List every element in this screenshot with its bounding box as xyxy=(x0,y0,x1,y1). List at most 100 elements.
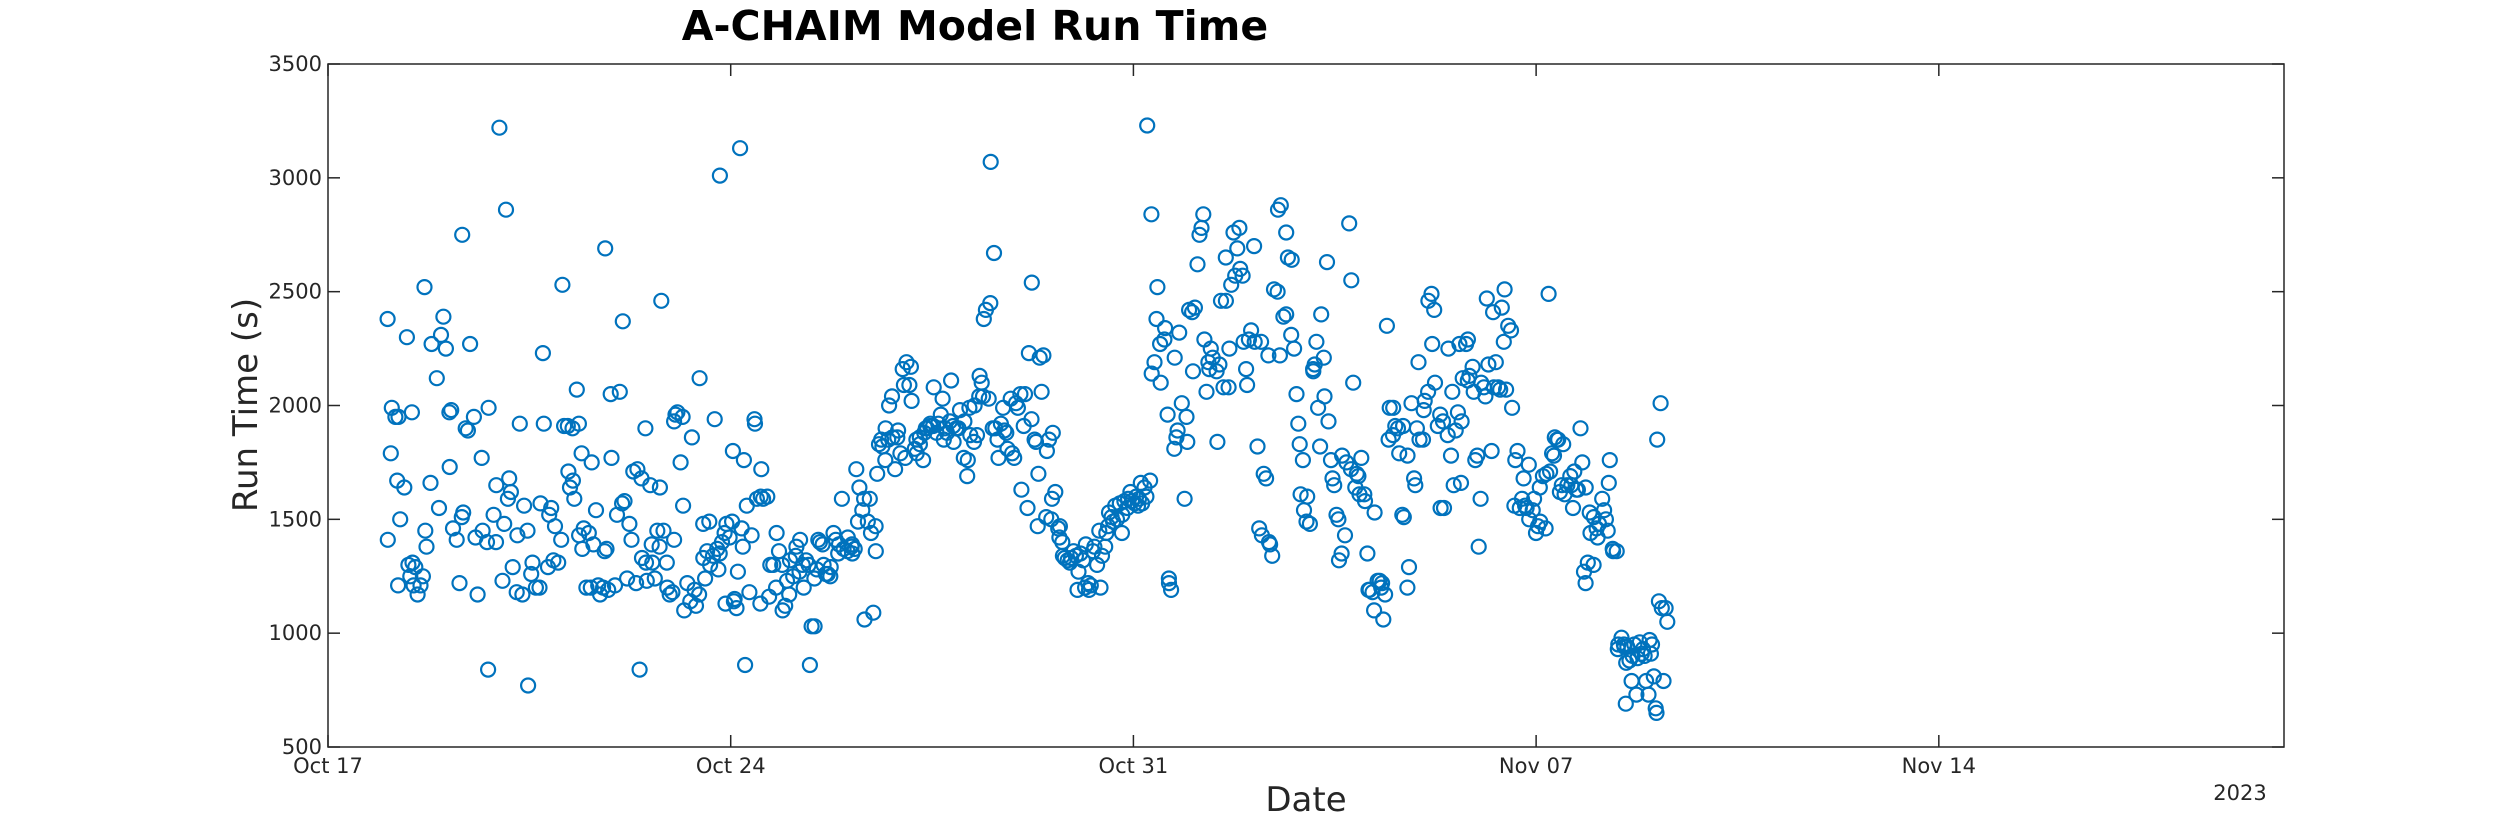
data-point xyxy=(613,495,631,512)
data-point xyxy=(496,515,513,533)
data-point xyxy=(1659,613,1676,630)
data-point xyxy=(1564,499,1582,517)
data-point xyxy=(480,661,497,678)
data-point xyxy=(672,454,689,471)
data-point xyxy=(511,415,528,432)
data-point xyxy=(403,404,420,421)
data-point xyxy=(1301,515,1319,533)
data-point xyxy=(859,513,876,530)
data-point xyxy=(1186,299,1204,316)
data-point xyxy=(633,549,651,567)
data-point xyxy=(1487,354,1504,371)
data-point xyxy=(1023,411,1040,428)
data-point xyxy=(1553,477,1570,494)
data-point xyxy=(1541,463,1559,480)
data-point xyxy=(706,411,723,428)
data-point xyxy=(669,404,686,421)
data-point xyxy=(629,461,646,478)
data-point xyxy=(642,477,659,494)
data-point xyxy=(643,536,660,553)
data-point xyxy=(736,656,754,674)
data-point xyxy=(587,502,605,519)
data-point xyxy=(478,533,496,551)
data-point xyxy=(716,524,733,542)
data-point xyxy=(488,477,505,494)
x-tick-label: Oct 31 xyxy=(1099,754,1169,778)
data-point xyxy=(1426,374,1444,391)
data-point xyxy=(1353,449,1370,466)
data-point xyxy=(611,383,628,400)
data-point xyxy=(1156,331,1173,348)
data-point xyxy=(1269,283,1286,300)
data-point xyxy=(1470,538,1487,555)
data-point xyxy=(1423,285,1440,302)
data-point xyxy=(465,408,482,425)
data-point xyxy=(869,465,886,482)
data-point xyxy=(1399,447,1416,464)
data-point xyxy=(1375,611,1392,628)
data-point xyxy=(1442,447,1460,464)
data-point xyxy=(1555,436,1572,453)
data-point xyxy=(441,458,458,476)
data-point xyxy=(867,518,884,535)
data-point xyxy=(774,556,791,574)
data-point xyxy=(996,422,1013,439)
data-point xyxy=(959,452,976,469)
data-point xyxy=(667,406,684,423)
data-point xyxy=(1033,383,1050,400)
y-tick-label: 1500 xyxy=(269,507,322,531)
data-point xyxy=(691,370,708,387)
data-point xyxy=(1159,406,1176,423)
data-point xyxy=(1035,347,1052,364)
data-point xyxy=(1288,386,1305,403)
data-point xyxy=(1359,545,1376,562)
data-point xyxy=(1132,474,1149,491)
data-point xyxy=(1285,340,1303,357)
data-point xyxy=(752,488,769,505)
data-point xyxy=(664,584,681,601)
data-point xyxy=(753,461,770,478)
data-point xyxy=(1215,379,1232,396)
data-point xyxy=(1044,424,1061,441)
data-point xyxy=(710,561,727,578)
data-point xyxy=(469,586,486,603)
data-point xyxy=(734,538,751,555)
data-point xyxy=(1385,399,1402,416)
data-point xyxy=(1424,335,1441,353)
data-point xyxy=(1162,581,1180,599)
data-point xyxy=(1217,292,1235,309)
data-point xyxy=(1202,340,1219,357)
data-point xyxy=(1376,586,1394,603)
data-point xyxy=(1294,452,1312,469)
data-point xyxy=(686,581,703,599)
data-point xyxy=(1139,117,1156,134)
data-point xyxy=(534,345,552,362)
data-point xyxy=(980,390,997,407)
data-point xyxy=(1108,511,1126,528)
data-point xyxy=(1242,322,1260,339)
data-point xyxy=(1146,354,1163,371)
data-point xyxy=(1601,452,1618,469)
data-point xyxy=(1378,317,1396,334)
data-point xyxy=(811,533,829,551)
data-point xyxy=(1366,504,1383,521)
data-point xyxy=(1608,543,1625,560)
data-point xyxy=(1023,274,1040,291)
data-point xyxy=(1483,442,1500,460)
data-point xyxy=(1074,552,1092,569)
data-point xyxy=(765,556,782,574)
data-point xyxy=(795,579,812,596)
x-axis-label: Date xyxy=(1265,780,1346,820)
data-point xyxy=(1380,431,1397,448)
data-point xyxy=(1391,445,1408,462)
data-point xyxy=(1628,686,1645,703)
data-point xyxy=(794,556,811,574)
data-point xyxy=(898,354,915,371)
data-point xyxy=(1597,511,1615,528)
data-point xyxy=(1091,522,1108,539)
data-point xyxy=(1283,326,1300,343)
data-point xyxy=(1496,281,1513,298)
data-point xyxy=(1503,399,1521,416)
data-point xyxy=(985,244,1003,262)
data-point xyxy=(1315,349,1332,366)
